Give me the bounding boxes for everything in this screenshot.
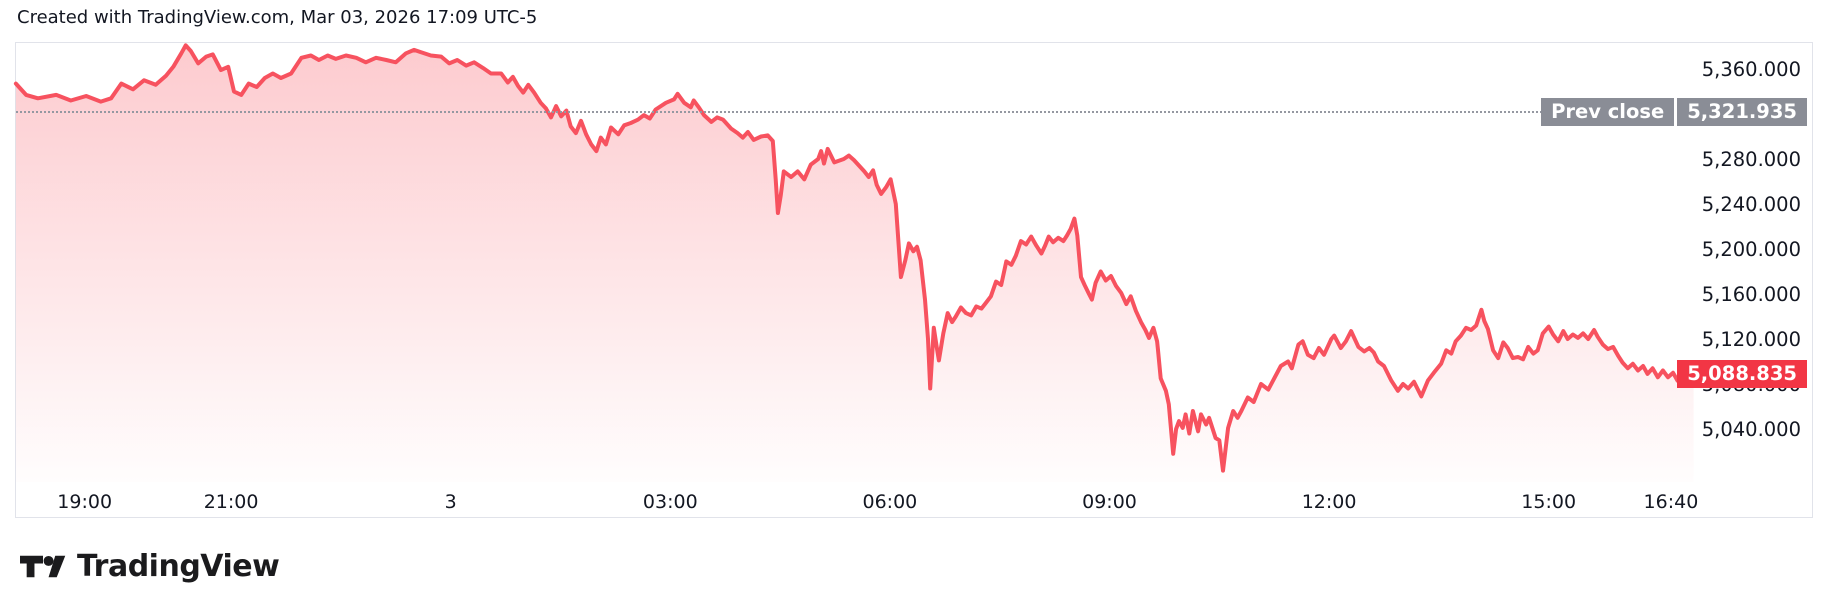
x-tick-label: 16:40 <box>1643 491 1699 513</box>
credit-line[interactable]: Created with TradingView.com, Mar 03, 20… <box>17 7 538 28</box>
series-line <box>13 43 1696 473</box>
tradingview-wordmark: TradingView <box>77 549 280 584</box>
prev-close-badge: Prev close 5,321.935 <box>1541 97 1807 126</box>
x-tick-label: 15:00 <box>1521 491 1577 513</box>
prev-close-badge-value: 5,321.935 <box>1677 97 1807 126</box>
y-tick-label: 5,360.000 <box>1701 57 1801 81</box>
x-tick-label: 12:00 <box>1301 491 1357 513</box>
time-axis[interactable]: 19:00 21:00 3 03:00 06:00 09:00 12:00 15:00 16:4… <box>16 482 1728 518</box>
y-tick-label: 5,160.000 <box>1701 282 1801 306</box>
price-chart-plot[interactable] <box>13 43 1728 483</box>
last-price-badge-value: 5,088.835 <box>1677 360 1807 389</box>
series-fill-area <box>15 45 1694 483</box>
prev-close-badge-label: Prev close <box>1541 97 1675 126</box>
y-tick-label: 5,040.000 <box>1701 417 1801 441</box>
y-tick-label: 5,200.000 <box>1701 237 1801 261</box>
tradingview-logo-link[interactable]: TradingView <box>20 549 280 584</box>
area-series <box>13 43 1696 483</box>
x-tick-label: 03:00 <box>642 491 698 513</box>
x-tick-label: 21:00 <box>203 491 259 513</box>
x-tick-label: 09:00 <box>1082 491 1137 513</box>
y-tick-label: 5,240.000 <box>1701 192 1801 216</box>
x-tick-label: 3 <box>444 491 457 513</box>
y-tick-label: 5,120.000 <box>1701 327 1801 351</box>
y-tick-label: 5,280.000 <box>1701 147 1801 171</box>
x-tick-label: 19:00 <box>57 491 113 513</box>
tradingview-logo-icon <box>20 555 66 578</box>
prev-close-badge-divider <box>1674 97 1678 126</box>
chart-widget: 19:00 21:00 3 03:00 06:00 09:00 12:00 15:00 16:4… <box>13 42 1813 518</box>
prev-close-dotted-line <box>16 110 1706 113</box>
last-price-badge: 5,088.835 <box>1677 360 1807 389</box>
x-tick-label: 06:00 <box>862 491 918 513</box>
